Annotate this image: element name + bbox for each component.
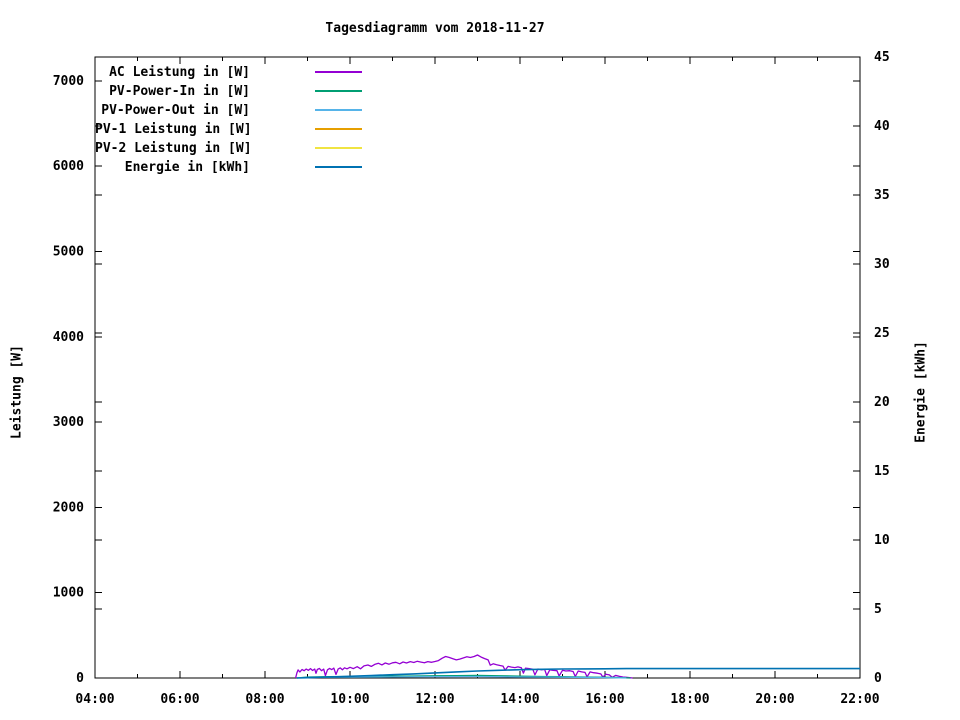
legend-label: Energie in [kWh]: [124, 160, 250, 175]
y-tick-label: 1000: [53, 586, 84, 601]
x-tick-label: 10:00: [330, 692, 369, 707]
y2-tick-label: 25: [874, 326, 890, 341]
y-tick-label: 4000: [53, 330, 84, 345]
y-tick-label: 6000: [53, 159, 84, 174]
y2-tick-label: 40: [874, 119, 890, 134]
legend-line-sample: [315, 128, 362, 130]
x-tick-label: 14:00: [500, 692, 539, 707]
legend-line-sample: [315, 147, 362, 149]
legend-item-pv-power-in: PV-Power-In in [W]: [95, 82, 375, 101]
legend-label: PV-Power-Out in [W]: [101, 103, 250, 118]
legend: AC Leistung in [W] PV-Power-In in [W] PV…: [95, 63, 375, 177]
legend-label: PV-1 Leistung in [W]: [95, 122, 252, 137]
x-tick-label: 16:00: [585, 692, 624, 707]
legend-label: AC Leistung in [W]: [109, 65, 250, 80]
y2-tick-label: 0: [874, 671, 882, 686]
legend-item-pv1-leistung: PV-1 Leistung in [W]: [95, 120, 375, 139]
series-line-ac-leistung: [294, 654, 633, 679]
y2-tick-label: 30: [874, 257, 890, 272]
x-tick-label: 04:00: [75, 692, 114, 707]
series-line-energie: [296, 667, 860, 679]
legend-item-energie: Energie in [kWh]: [95, 158, 375, 177]
y-tick-label: 5000: [53, 244, 84, 259]
y-tick-label: 3000: [53, 415, 84, 430]
y2-tick-label: 10: [874, 533, 890, 548]
legend-item-pv2-leistung: PV-2 Leistung in [W]: [95, 139, 375, 158]
y-tick-label: 7000: [53, 74, 84, 89]
legend-label: PV-Power-In in [W]: [109, 84, 250, 99]
y2-tick-label: 15: [874, 464, 890, 479]
x-tick-label: 08:00: [245, 692, 284, 707]
y-tick-label: 2000: [53, 500, 84, 515]
x-tick-label: 20:00: [755, 692, 794, 707]
legend-item-ac-leistung: AC Leistung in [W]: [95, 63, 375, 82]
legend-line-sample: [315, 71, 362, 73]
x-tick-label: 18:00: [670, 692, 709, 707]
legend-label: PV-2 Leistung in [W]: [95, 141, 252, 156]
chart-title: Tagesdiagramm vom 2018-11-27: [325, 21, 545, 36]
y2-tick-label: 45: [874, 50, 890, 65]
y2-tick-label: 35: [874, 188, 890, 203]
x-tick-label: 22:00: [840, 692, 879, 707]
legend-line-sample: [315, 166, 362, 168]
y2-tick-label: 20: [874, 395, 890, 410]
legend-line-sample: [315, 109, 362, 111]
y-tick-label: 0: [76, 671, 84, 686]
x-tick-label: 06:00: [160, 692, 199, 707]
legend-line-sample: [315, 90, 362, 92]
y2-tick-label: 5: [874, 602, 882, 617]
x-tick-label: 12:00: [415, 692, 454, 707]
legend-item-pv-power-out: PV-Power-Out in [W]: [95, 101, 375, 120]
